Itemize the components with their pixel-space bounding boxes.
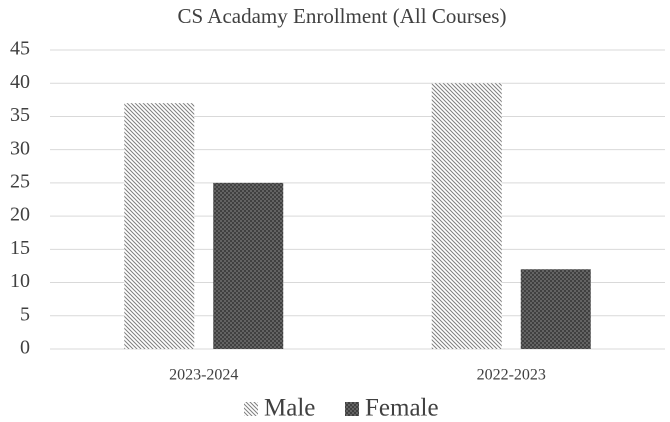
- bar: [431, 83, 502, 349]
- y-tick-label: 25: [10, 170, 30, 192]
- chart-title: CS Acadamy Enrollment (All Courses): [178, 4, 507, 28]
- legend-label: Female: [365, 395, 439, 422]
- bar: [124, 103, 195, 350]
- y-tick-label: 10: [10, 270, 30, 292]
- y-tick-label: 5: [20, 303, 30, 325]
- y-tick-label: 20: [10, 204, 30, 226]
- bar: [213, 182, 284, 349]
- y-tick-label: 45: [10, 38, 30, 60]
- x-tick-label: 2023-2024: [169, 367, 238, 384]
- legend-swatch: [244, 402, 258, 416]
- legend-label: Male: [264, 395, 315, 422]
- y-tick-label: 15: [10, 237, 30, 259]
- legend-swatch: [345, 402, 359, 416]
- x-tick-label: 2022-2023: [477, 367, 546, 384]
- y-tick-label: 40: [10, 71, 30, 93]
- y-tick-label: 35: [10, 104, 30, 126]
- bar: [520, 269, 591, 349]
- y-tick-label: 0: [20, 337, 30, 359]
- y-tick-label: 30: [10, 137, 30, 159]
